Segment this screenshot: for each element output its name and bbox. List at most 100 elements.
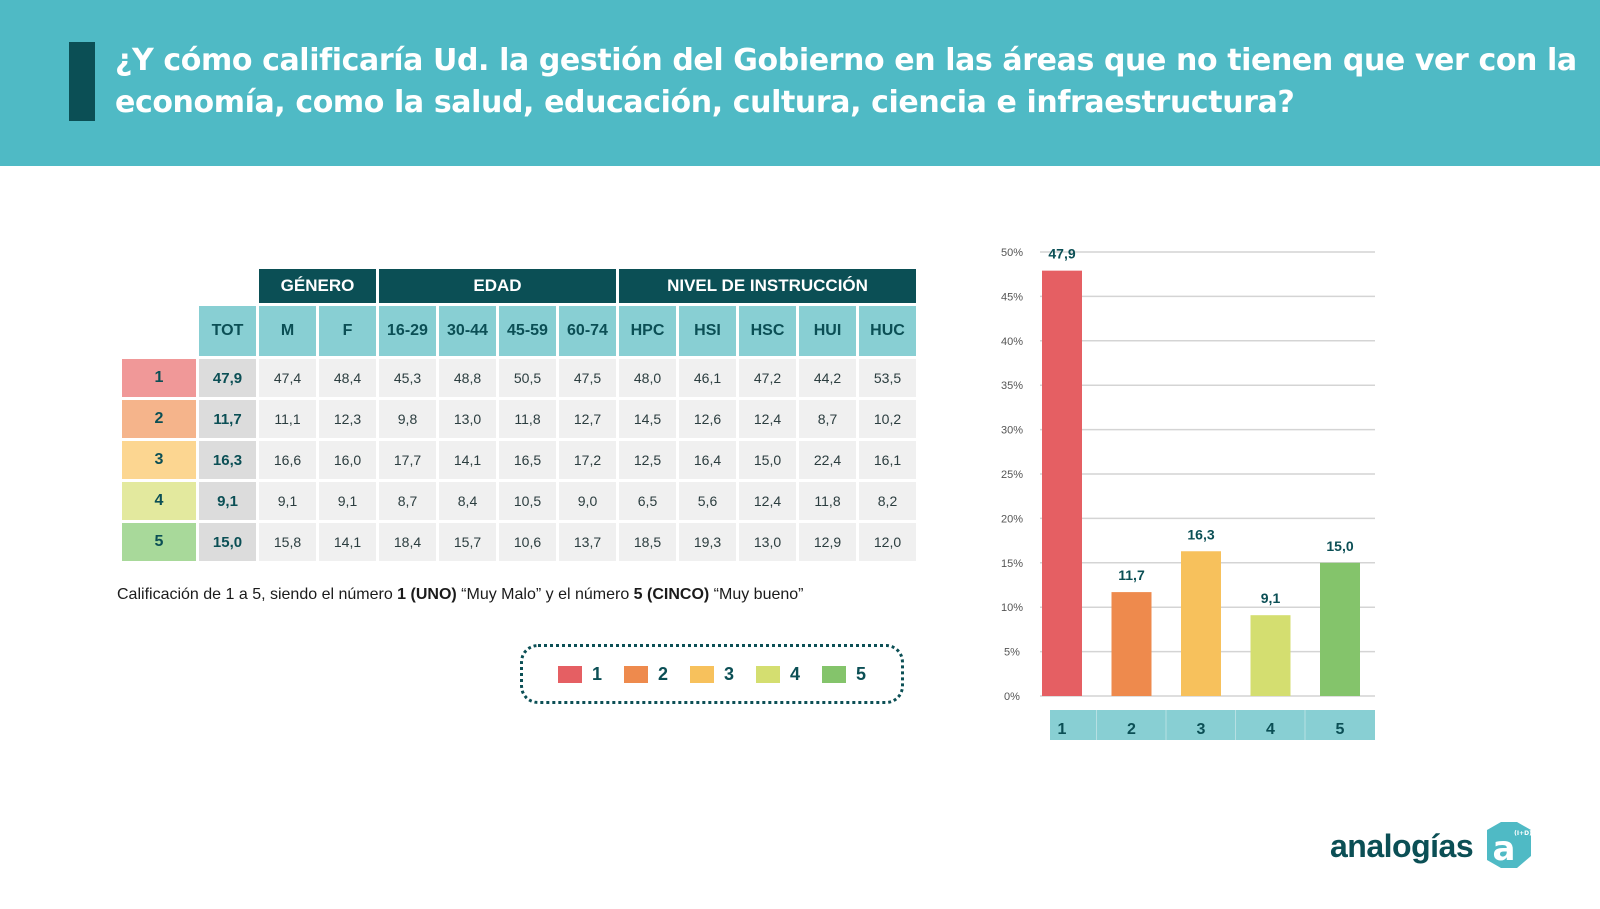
- page-title: ¿Y cómo calificaría Ud. la gestión del G…: [115, 43, 1577, 120]
- header-banner: ¿Y cómo calificaría Ud. la gestión del G…: [0, 0, 1600, 166]
- total-cell: 11,7: [199, 400, 256, 438]
- table-corner: [122, 269, 196, 303]
- table-corner-tot: [199, 269, 256, 303]
- table-cell: 19,3: [679, 523, 736, 561]
- note-bold: 5 (CINCO): [633, 586, 710, 603]
- row-label: 3: [122, 441, 196, 479]
- table-row: 3 16,3 16,6 16,0 17,7 14,1 16,5 17,2 12,5 16,4 15,…: [122, 441, 916, 479]
- total-cell: 16,3: [199, 441, 256, 479]
- data-label: 9,1: [1261, 590, 1281, 606]
- column-header: 30-44: [439, 306, 496, 356]
- group-header-genero: GÉNERO: [259, 269, 376, 303]
- table-cell: 5,6: [679, 482, 736, 520]
- table-cell: 17,7: [379, 441, 436, 479]
- table-cell: 53,5: [859, 359, 916, 397]
- y-tick-label: 45%: [1001, 291, 1023, 303]
- table-cell: 8,4: [439, 482, 496, 520]
- legend-item: 5: [822, 664, 866, 685]
- table-cell: 16,1: [859, 441, 916, 479]
- logo-mark-sup: (I+D): [1514, 830, 1532, 837]
- note-text: “Muy Malo” y el número: [456, 586, 634, 603]
- table-cell: 11,8: [499, 400, 556, 438]
- bar-5: [1320, 562, 1360, 696]
- table-cell: 46,1: [679, 359, 736, 397]
- table-row: 4 9,1 9,1 9,1 8,7 8,4 10,5 9,0 6,5 5,6 12,4 11,8 8,2: [122, 482, 916, 520]
- y-tick-label: 30%: [1001, 425, 1023, 437]
- bar-4: [1250, 615, 1291, 696]
- bar-chart: 0% 5% 10% 15% 20% 25% 30% 35% 40% 45% 50% 47,9 1 11,7…: [1001, 246, 1375, 740]
- table-cell: 16,5: [499, 441, 556, 479]
- group-header-edad: EDAD: [379, 269, 616, 303]
- table-cell: 48,4: [319, 359, 376, 397]
- y-tick-label: 5%: [1004, 647, 1020, 659]
- table-cell: 16,4: [679, 441, 736, 479]
- x-axis-band: [1050, 710, 1375, 740]
- table-cell: 10,6: [499, 523, 556, 561]
- legend-item: 3: [689, 663, 734, 685]
- results-table: GÉNERO EDAD NIVEL DE INSTRUCCIÓN TOT M F 16…: [119, 266, 919, 564]
- table-cell: 14,1: [439, 441, 496, 479]
- data-label: 47,9: [1048, 246, 1075, 262]
- table-cell: 47,5: [559, 359, 616, 397]
- rating-note: Calificación de 1 a 5, siendo el número …: [117, 586, 804, 604]
- column-header: HUC: [859, 306, 916, 356]
- table-cell: 11,8: [799, 482, 856, 520]
- logo-mark-letter: a: [1493, 829, 1516, 869]
- table-cell: 13,7: [559, 523, 616, 561]
- table-group-row: GÉNERO EDAD NIVEL DE INSTRUCCIÓN: [122, 269, 916, 303]
- brand-logo: analogías a (I+D): [1330, 820, 1537, 872]
- column-header: M: [259, 306, 316, 356]
- row-label: 1: [122, 359, 196, 397]
- legend-item: 2: [623, 664, 668, 685]
- table-corner: [122, 306, 196, 356]
- table-row: 2 11,7 11,1 12,3 9,8 13,0 11,8 12,7 14,5 12,6 12,4…: [122, 400, 916, 438]
- legend-item: 4: [756, 664, 800, 685]
- column-header: F: [319, 306, 376, 356]
- column-header: 45-59: [499, 306, 556, 356]
- table-cell: 12,4: [739, 482, 796, 520]
- table-cell: 9,0: [559, 482, 616, 520]
- legend-label: 3: [723, 663, 734, 684]
- table-cell: 16,6: [259, 441, 316, 479]
- note-text: “Muy bueno”: [709, 586, 804, 603]
- x-tick-label: 5: [1336, 721, 1345, 738]
- table-cell: 12,0: [859, 523, 916, 561]
- table-cell: 15,7: [439, 523, 496, 561]
- legend-swatch: [822, 665, 847, 683]
- bar-3: [1181, 551, 1221, 696]
- table-cell: 14,5: [619, 400, 676, 438]
- table-cell: 15,8: [259, 523, 316, 561]
- data-label: 11,7: [1118, 567, 1145, 583]
- column-header: HUI: [799, 306, 856, 356]
- table-cell: 8,7: [799, 400, 856, 438]
- legend-swatch: [756, 665, 780, 683]
- table-row: 5 15,0 15,8 14,1 18,4 15,7 10,6 13,7 18,5 19,3 13,…: [122, 523, 916, 561]
- legend-label: 4: [790, 663, 801, 684]
- x-tick-label: 2: [1127, 721, 1136, 738]
- y-tick-label: 20%: [1001, 513, 1023, 525]
- legend-label: 5: [856, 663, 867, 684]
- table-cell: 50,5: [499, 359, 556, 397]
- column-header: TOT: [199, 306, 256, 356]
- table-cell: 12,3: [319, 400, 376, 438]
- table-row: 1 47,9 47,4 48,4 45,3 48,8 50,5 47,5 48,0 46,1 47,…: [122, 359, 916, 397]
- row-label: 4: [122, 482, 196, 520]
- y-tick-label: 0%: [1004, 691, 1020, 703]
- column-header: HSI: [679, 306, 736, 356]
- total-cell: 9,1: [199, 482, 256, 520]
- y-tick-label: 40%: [1001, 336, 1023, 348]
- logo-text: analogías: [1330, 827, 1474, 864]
- table-column-row: TOT M F 16-29 30-44 45-59 60-74 HPC HSI HSC HUI HUC: [122, 306, 916, 356]
- x-tick-label: 4: [1266, 721, 1275, 738]
- y-tick-label: 25%: [1001, 469, 1023, 481]
- total-cell: 15,0: [199, 523, 256, 561]
- legend-swatch: [689, 665, 714, 683]
- x-tick-label: 1: [1058, 721, 1067, 738]
- column-header: HSC: [739, 306, 796, 356]
- note-text: Calificación de 1 a 5, siendo el número: [117, 586, 398, 603]
- table-cell: 48,0: [619, 359, 676, 397]
- table-cell: 12,5: [619, 441, 676, 479]
- legend-swatch: [623, 665, 648, 683]
- table-cell: 18,4: [379, 523, 436, 561]
- table-cell: 13,0: [439, 400, 496, 438]
